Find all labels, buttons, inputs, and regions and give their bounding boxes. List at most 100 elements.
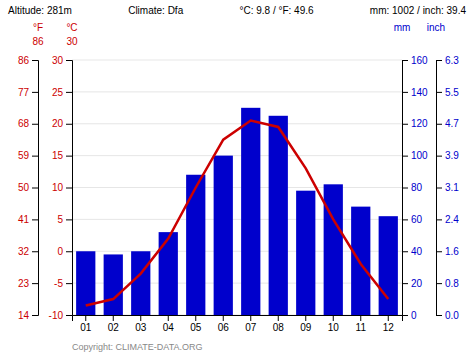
annotation: mm: 1002 / inch: 39.4 — [370, 5, 467, 16]
axis-line — [32, 61, 39, 316]
tick-mark — [436, 283, 442, 284]
line — [86, 121, 389, 306]
tick-label: 12 — [383, 322, 395, 333]
tick: 160 — [402, 55, 428, 66]
axis-line — [403, 61, 409, 316]
x-axis: 010203040506070809101112 — [73, 315, 403, 333]
tick-mark — [113, 315, 114, 321]
tick-label: 10 — [328, 322, 340, 333]
tick: 0.8 — [436, 278, 459, 289]
tick: 32 — [18, 246, 38, 257]
axis-label: mm — [394, 22, 411, 33]
tick: -5 — [54, 278, 72, 289]
tick-mark — [436, 251, 442, 252]
tick-mark — [32, 283, 38, 284]
bar — [324, 184, 343, 315]
annotation: Copyright: CLIMATE-DATA.ORG — [72, 342, 203, 352]
tick: 12 — [383, 315, 395, 333]
tick-mark — [436, 156, 442, 157]
tick-label: 6.3 — [445, 55, 459, 66]
tick: 77 — [18, 87, 38, 98]
tick: 2.4 — [436, 214, 459, 225]
tick: 14 — [18, 310, 38, 321]
tick-mark — [436, 92, 442, 93]
bar — [131, 251, 150, 315]
tick-mark — [402, 283, 408, 284]
tick-label: 0.0 — [445, 310, 459, 321]
axis-line — [66, 61, 73, 316]
tick-mark — [66, 92, 72, 93]
grid-line — [72, 123, 402, 124]
tick-mark — [436, 60, 442, 61]
tick-mark — [32, 315, 38, 316]
tick: 20 — [52, 118, 72, 129]
tick-label: 40 — [411, 246, 423, 257]
bar — [379, 216, 398, 315]
bar — [159, 232, 178, 315]
tick: 23 — [18, 278, 38, 289]
tick-label: 06 — [218, 322, 230, 333]
tick-mark — [402, 251, 408, 252]
grid-line — [72, 187, 402, 188]
tick-mark — [333, 315, 334, 321]
tick-mark — [32, 251, 38, 252]
bar — [296, 191, 315, 315]
tick-mark — [388, 315, 389, 321]
tick: 100 — [402, 150, 428, 161]
tick: 5.5 — [436, 87, 459, 98]
tick-label: 14 — [18, 310, 30, 321]
tick-label: -10 — [49, 310, 64, 321]
tick-mark — [402, 219, 408, 220]
tick-label: 25 — [52, 87, 64, 98]
chart: 010203040506070809101112-10-505101520253… — [0, 0, 474, 355]
tick-label: 30 — [52, 55, 64, 66]
tick-mark — [436, 315, 442, 316]
tick: 68 — [18, 118, 38, 129]
tick-mark — [66, 283, 72, 284]
tick: -10 — [49, 310, 72, 321]
tick-label: 10 — [52, 182, 64, 193]
tick: 02 — [108, 315, 120, 333]
tick-mark — [250, 315, 251, 321]
annotation: 30 — [66, 36, 78, 47]
tick-mark — [66, 60, 72, 61]
tick-mark — [278, 315, 279, 321]
tick: 06 — [218, 315, 230, 333]
plot: 010203040506070809101112-10-505101520253… — [18, 55, 459, 333]
tick-label: 11 — [356, 322, 367, 333]
tick: 07 — [245, 315, 257, 333]
tick-mark — [168, 315, 169, 321]
tick-mark — [32, 60, 38, 61]
tick: 86 — [18, 55, 38, 66]
tick: 10 — [328, 315, 340, 333]
tick-label: 09 — [300, 322, 312, 333]
tick: 15 — [52, 150, 72, 161]
tick: 0 — [57, 246, 72, 257]
tick-mark — [402, 60, 408, 61]
tick-label: 3.9 — [445, 150, 459, 161]
tick-mark — [402, 92, 408, 93]
tick: 3.9 — [436, 150, 459, 161]
tick-label: 0.8 — [445, 278, 459, 289]
tick-label: 60 — [411, 214, 423, 225]
tick-label: 59 — [18, 150, 30, 161]
axis-label: °F — [33, 22, 43, 33]
tick-mark — [195, 315, 196, 321]
tick: 10 — [52, 182, 72, 193]
tick-mark — [402, 124, 408, 125]
tick-label: 0 — [57, 246, 63, 257]
tick: 80 — [402, 182, 423, 193]
tick-label: 5.5 — [445, 87, 459, 98]
tick-mark — [66, 251, 72, 252]
marks — [76, 108, 398, 315]
tick-label: 07 — [245, 322, 257, 333]
tick-label: 4.7 — [445, 118, 459, 129]
tick-mark — [66, 219, 72, 220]
tick-label: 77 — [18, 87, 30, 98]
tick-mark — [66, 188, 72, 189]
tick-label: 86 — [18, 55, 30, 66]
annotation: 86 — [32, 36, 44, 47]
tick: 6.3 — [436, 55, 459, 66]
grid-line — [72, 91, 402, 92]
axis-label: °C — [66, 22, 77, 33]
